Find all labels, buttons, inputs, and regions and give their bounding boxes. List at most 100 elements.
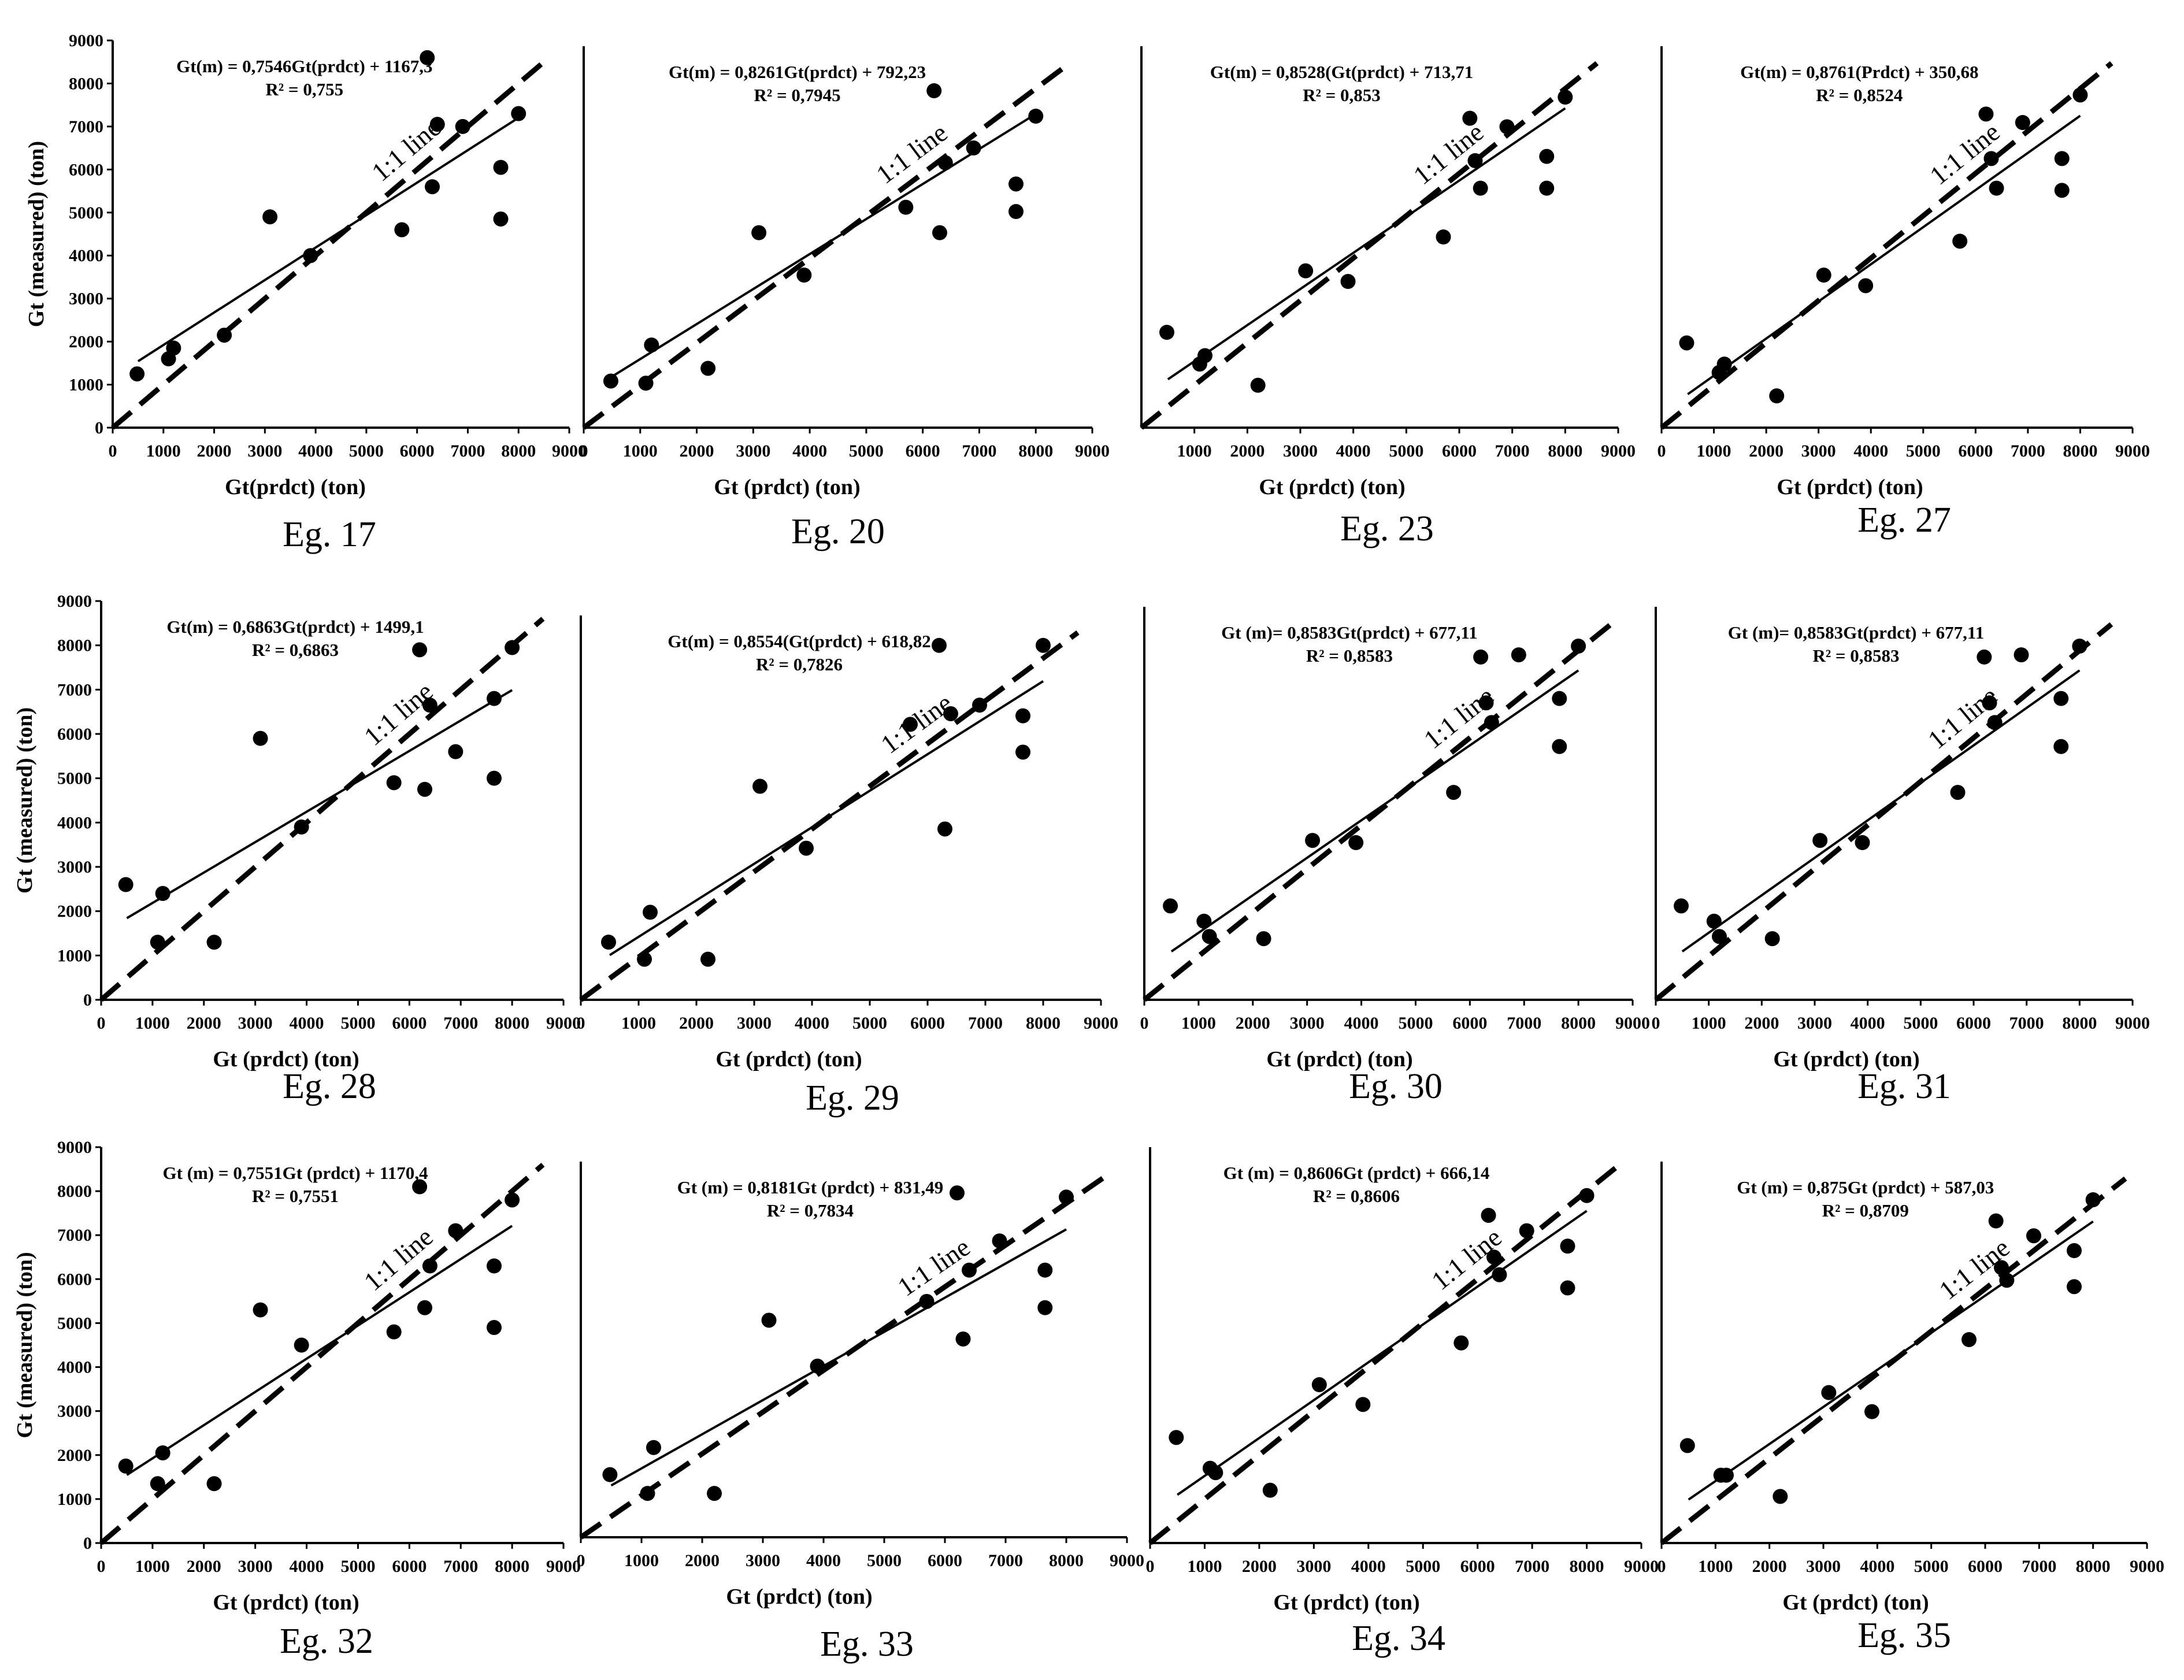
x-tick-label: 8000 bbox=[495, 1014, 529, 1033]
data-point bbox=[1008, 204, 1024, 219]
data-point bbox=[1446, 785, 1462, 800]
chart-panel-6: 0 1000 2000 3000 4000 5000 6000 7000 8000 90001:1… bbox=[577, 615, 1118, 1118]
data-point bbox=[1473, 649, 1489, 665]
data-point bbox=[962, 1262, 977, 1278]
one-to-one-line bbox=[111, 55, 551, 430]
equation-caption: Eg. 32 bbox=[280, 1622, 373, 1661]
x-tick-label: 5000 bbox=[849, 442, 884, 461]
data-point bbox=[1679, 1438, 1695, 1453]
x-tick-label: 5000 bbox=[1398, 1014, 1433, 1033]
data-point bbox=[1994, 1260, 2009, 1275]
x-tick-label: 4000 bbox=[1853, 442, 1888, 461]
one-to-one-line bbox=[1140, 61, 1599, 430]
x-tick-label: 8000 bbox=[1570, 1557, 1604, 1576]
x-tick-label: 1000 bbox=[623, 442, 658, 461]
x-tick-label: 6000 bbox=[1460, 1557, 1495, 1576]
x-tick-label: 1000 bbox=[1187, 1557, 1222, 1576]
data-point bbox=[972, 698, 987, 713]
data-point bbox=[643, 904, 658, 920]
data-point bbox=[1821, 1385, 1837, 1400]
data-point bbox=[1999, 1273, 2015, 1288]
x-tick-label: 5000 bbox=[1406, 1557, 1440, 1576]
data-point bbox=[1988, 1213, 2004, 1229]
data-point bbox=[455, 118, 470, 134]
regression-line bbox=[1687, 114, 2081, 395]
y-tick-label: 3000 bbox=[57, 858, 92, 877]
data-point bbox=[2067, 1243, 2082, 1258]
data-point bbox=[1983, 151, 1999, 166]
y-tick-label: 6000 bbox=[57, 725, 92, 744]
data-point bbox=[937, 155, 953, 170]
x-tick-label: 9000 bbox=[1615, 1014, 1650, 1033]
regression-equation: Gt (m) = 0,7551Gt (prdct) + 1170,4 bbox=[163, 1163, 428, 1183]
x-tick-label: 7000 bbox=[443, 1557, 478, 1576]
regression-line bbox=[126, 1225, 513, 1476]
x-tick-label: 0 bbox=[97, 1014, 106, 1033]
data-point bbox=[412, 642, 428, 658]
data-point bbox=[150, 1476, 165, 1492]
data-point bbox=[487, 691, 502, 706]
x-tick-label: 9000 bbox=[2130, 1557, 2164, 1576]
data-point bbox=[487, 1320, 502, 1336]
data-point bbox=[386, 775, 402, 791]
data-point bbox=[386, 1324, 402, 1340]
data-point bbox=[1579, 1188, 1595, 1203]
x-tick-label: 3000 bbox=[1801, 442, 1836, 461]
regression-line bbox=[1167, 107, 1566, 381]
x-tick-label: 8000 bbox=[501, 442, 536, 461]
data-point bbox=[1250, 377, 1266, 393]
data-point bbox=[505, 640, 520, 655]
x-tick-label: 1000 bbox=[1692, 1014, 1726, 1033]
data-point bbox=[1163, 898, 1178, 914]
data-point bbox=[1539, 149, 1555, 164]
x-tick-label: 1000 bbox=[1181, 1014, 1216, 1033]
x-tick-label: 3000 bbox=[1296, 1557, 1331, 1576]
one-to-one-line bbox=[1660, 61, 2113, 430]
equation-caption: Eg. 20 bbox=[791, 512, 885, 551]
x-tick-label: 2000 bbox=[197, 442, 232, 461]
x-tick-label: 6000 bbox=[1958, 442, 1993, 461]
data-point bbox=[1674, 898, 1689, 914]
data-point bbox=[955, 1331, 971, 1347]
x-tick-label: 4000 bbox=[290, 1557, 324, 1576]
equation-caption: Eg. 30 bbox=[1349, 1067, 1443, 1106]
y-tick-label: 6000 bbox=[69, 160, 103, 179]
data-point bbox=[2072, 639, 2087, 654]
x-tick-label: 5000 bbox=[349, 442, 384, 461]
data-point bbox=[1769, 388, 1785, 403]
x-axis-title: Gt (prdct) (ton) bbox=[1782, 1590, 1929, 1615]
y-tick-label: 4000 bbox=[57, 1358, 92, 1377]
data-point bbox=[422, 698, 437, 713]
data-point bbox=[1987, 715, 2003, 730]
x-tick-label: 3000 bbox=[746, 1551, 780, 1570]
data-point bbox=[1436, 229, 1451, 244]
data-point bbox=[1484, 715, 1499, 730]
data-point bbox=[493, 160, 509, 175]
data-point bbox=[992, 1233, 1007, 1249]
x-tick-label: 2000 bbox=[187, 1557, 221, 1576]
x-tick-label: 4000 bbox=[1860, 1557, 1894, 1576]
x-axis-title: Gt (prdct) (ton) bbox=[213, 1590, 359, 1615]
data-point bbox=[294, 1337, 309, 1353]
one-to-one-line bbox=[1143, 622, 1613, 1002]
x-tick-label: 3000 bbox=[247, 442, 282, 461]
data-point bbox=[155, 1445, 170, 1460]
x-tick-label: 2000 bbox=[1752, 1557, 1787, 1576]
equation-caption: Eg. 31 bbox=[1857, 1067, 1951, 1106]
y-tick-label: 9000 bbox=[69, 31, 103, 50]
regression-equation: Gt(m) = 0,6863Gt(prdct) + 1499,1 bbox=[166, 617, 424, 637]
x-tick-label: 3000 bbox=[238, 1557, 273, 1576]
y-tick-label: 3000 bbox=[69, 290, 103, 309]
y-tick-label: 8000 bbox=[57, 1182, 92, 1201]
x-axis-title: Gt (prdct) (ton) bbox=[1266, 1047, 1412, 1071]
x-tick-label: 9000 bbox=[1075, 442, 1110, 461]
y-tick-label: 6000 bbox=[57, 1270, 92, 1289]
data-point bbox=[932, 637, 947, 653]
data-point bbox=[1256, 931, 1271, 947]
y-tick-label: 2000 bbox=[57, 1446, 92, 1465]
data-point bbox=[1812, 833, 1828, 848]
x-tick-label: 3000 bbox=[1290, 1014, 1325, 1033]
x-tick-label: 4000 bbox=[1851, 1014, 1885, 1033]
x-tick-label: 7000 bbox=[450, 442, 485, 461]
